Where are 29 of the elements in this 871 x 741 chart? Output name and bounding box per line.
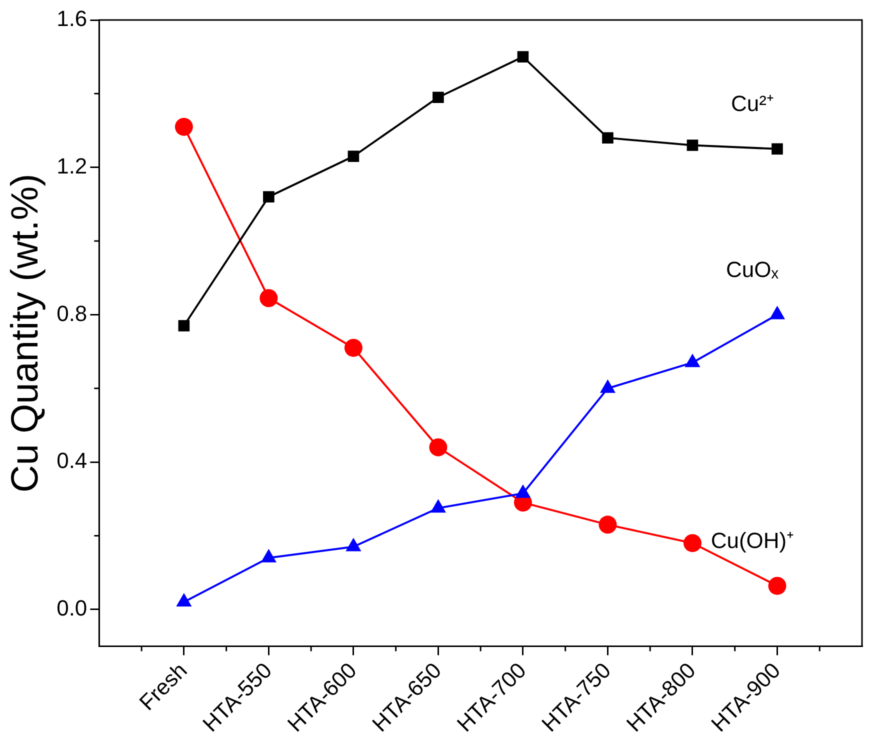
point [263,191,274,202]
y-tick-label: 1.6 [56,6,88,32]
point [178,320,190,332]
point [602,132,614,144]
y-tick-label: 0.0 [56,595,88,620]
point [432,92,444,104]
point [176,593,192,607]
point [429,438,448,456]
point [430,499,446,513]
series-label: Cu²⁺ [731,90,774,116]
point [346,538,362,552]
point [686,140,698,151]
series-label: CuOₓ [726,256,780,282]
point [772,143,783,155]
point [260,289,278,308]
point [515,484,531,498]
y-axis-title: Cu Quantity (wt.%) [4,174,46,493]
point [174,118,193,136]
point [684,354,700,368]
point [600,379,616,393]
point [769,306,786,320]
y-tick-label: 0.4 [56,448,88,474]
y-tick-label: 1.2 [56,153,88,178]
point [517,51,529,62]
series-label: Cu(OH)⁺ [710,528,794,553]
point [260,548,276,562]
y-tick-label: 0.8 [56,300,88,326]
point [348,150,360,162]
point [344,338,362,357]
